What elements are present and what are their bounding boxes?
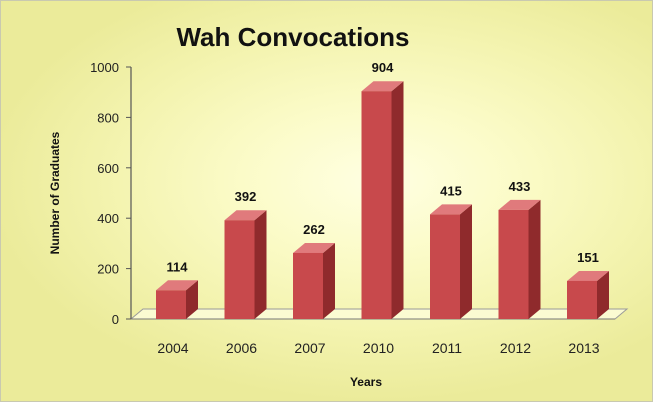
bar-side (254, 210, 267, 319)
y-tick-label: 1000 (90, 60, 119, 75)
y-tick-labels: 0 200 400 600 800 1000 (90, 60, 119, 327)
bars (156, 81, 609, 319)
category-label: 2007 (294, 340, 325, 356)
bar (430, 204, 472, 319)
y-tick-label: 800 (97, 110, 119, 125)
category-labels: 2004 2006 2007 2010 2011 2012 2013 (157, 340, 599, 356)
bar-top (430, 204, 472, 215)
data-label: 151 (577, 250, 599, 265)
bar-top (361, 81, 404, 92)
bar-front (293, 252, 323, 319)
bar-front (498, 209, 529, 319)
bar (567, 270, 609, 319)
bar-front (361, 91, 392, 319)
category-label: 2012 (500, 340, 531, 356)
bar-side (528, 199, 541, 319)
data-label: 904 (372, 60, 394, 75)
y-tick-label: 200 (97, 262, 119, 277)
bar-side (186, 280, 198, 319)
y-tick-label: 0 (112, 312, 119, 327)
bar-side (323, 242, 335, 319)
bar-side (597, 270, 609, 319)
chart-title: Wah Convocations (176, 22, 409, 52)
data-labels: 114 392 262 904 415 433 151 (167, 60, 599, 274)
bar-front (156, 290, 186, 319)
bar (224, 210, 267, 319)
bar-side (391, 81, 404, 319)
bar (361, 81, 404, 319)
x-axis-label: Years (350, 375, 382, 389)
data-label: 415 (440, 183, 462, 198)
data-label: 262 (303, 222, 325, 237)
bar (498, 199, 541, 319)
bar-top (224, 210, 267, 221)
bar (293, 242, 335, 319)
bar-side (460, 204, 472, 319)
bar-top (156, 280, 198, 291)
category-label: 2004 (157, 340, 188, 356)
category-label: 2010 (363, 340, 394, 356)
category-label: 2011 (432, 340, 462, 356)
bar (156, 280, 198, 319)
y-tick-label: 400 (97, 211, 119, 226)
bar-top (498, 199, 541, 210)
category-label: 2006 (226, 340, 257, 356)
bar-top (567, 270, 609, 281)
bar-front (567, 280, 597, 319)
bar-top (293, 242, 335, 253)
bar-front (430, 214, 460, 319)
data-label: 392 (235, 189, 257, 204)
bar-front (224, 220, 255, 319)
y-axis-label: Number of Graduates (48, 131, 62, 254)
y-tick-label: 600 (97, 161, 119, 176)
data-label: 433 (509, 179, 531, 194)
category-label: 2013 (568, 340, 599, 356)
data-label: 114 (167, 259, 189, 274)
